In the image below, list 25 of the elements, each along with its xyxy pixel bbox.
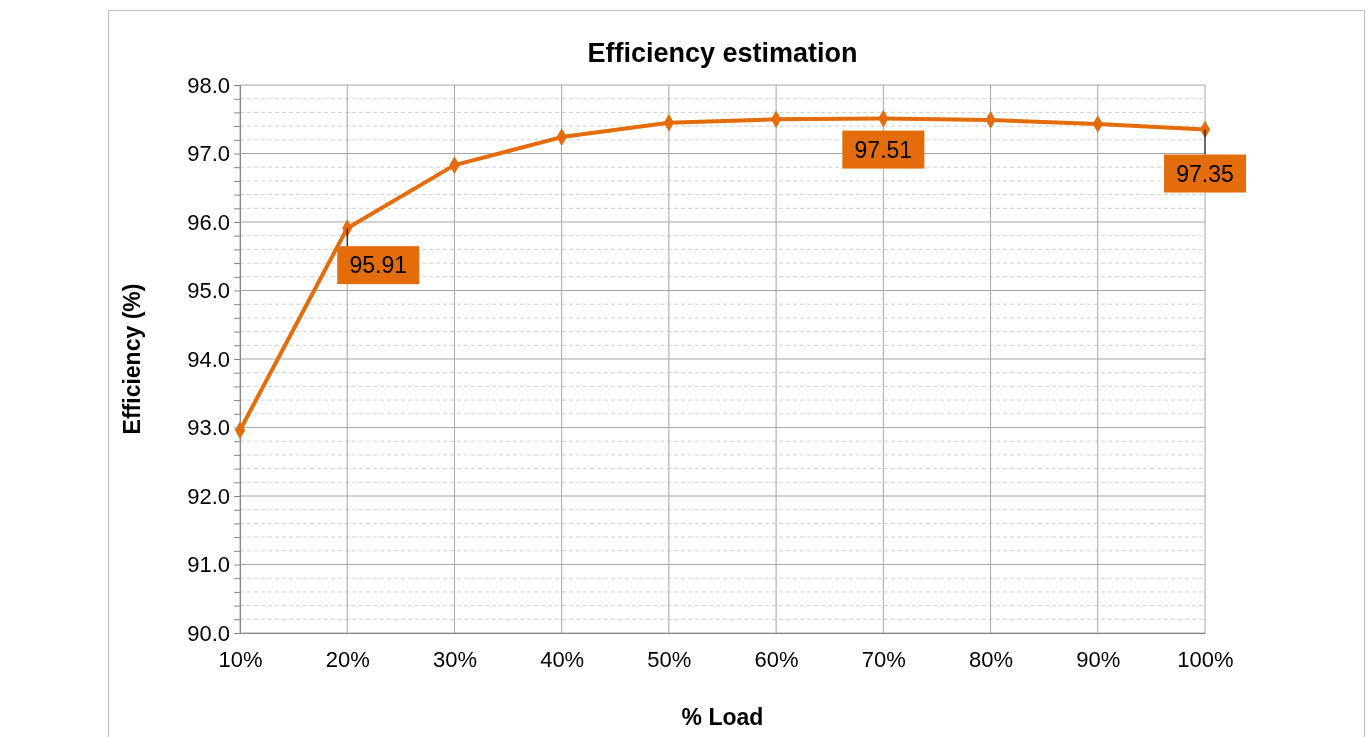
y-tick-label: 93.0 [187, 415, 230, 441]
chart-title: Efficiency estimation [587, 38, 858, 68]
y-tick-label: 91.0 [187, 552, 230, 578]
y-tick-label: 92.0 [187, 483, 230, 509]
y-tick-label: 98.0 [187, 72, 230, 98]
x-tick-label: 40% [540, 646, 585, 672]
y-tick-label: 97.0 [187, 141, 230, 167]
x-tick-label: 50% [647, 646, 692, 672]
y-tick-label: 95.0 [187, 278, 230, 304]
data-label: 97.51 [854, 136, 913, 163]
y-tick-label: 94.0 [187, 346, 230, 372]
x-tick-label: 60% [754, 646, 799, 672]
x-axis-title: % Load [681, 704, 764, 730]
x-tick-label: 70% [861, 646, 906, 672]
x-tick-label: 80% [969, 646, 1014, 672]
x-tick-label: 10% [218, 646, 263, 672]
data-label: 95.91 [349, 252, 407, 279]
y-tick-label: 90.0 [187, 620, 230, 646]
x-tick-label: 30% [432, 646, 477, 672]
y-tick-label: 96.0 [187, 209, 230, 235]
y-axis-title: Efficiency (%) [119, 283, 145, 435]
data-label: 97.35 [1176, 160, 1234, 187]
x-tick-label: 100% [1177, 646, 1234, 672]
x-tick-label: 20% [325, 646, 370, 672]
x-tick-label: 90% [1076, 646, 1121, 672]
